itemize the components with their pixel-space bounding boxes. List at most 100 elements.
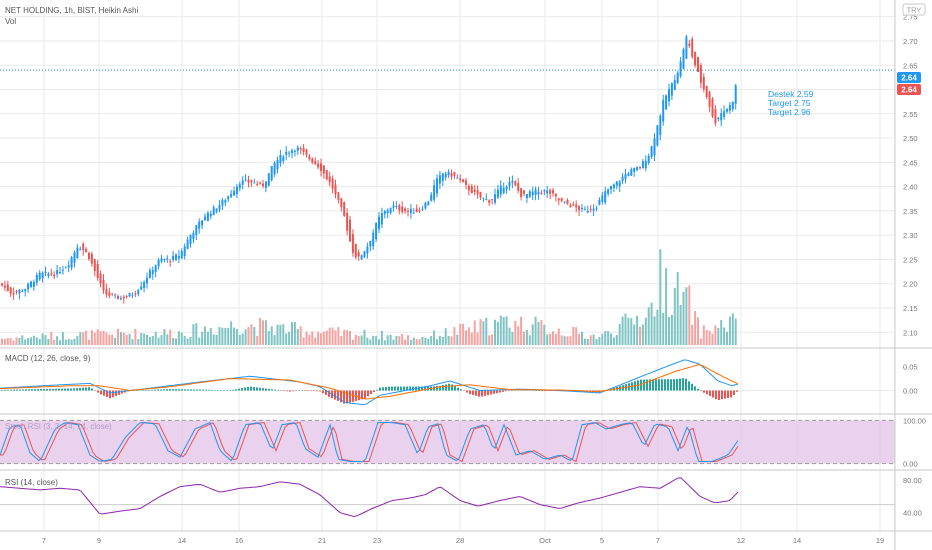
macd-histogram-bar	[313, 390, 315, 392]
macd-histogram-bar	[46, 388, 48, 391]
candle-body	[314, 161, 317, 165]
candle-body	[444, 173, 447, 178]
macd-histogram-bar	[694, 386, 696, 391]
volume-bar	[441, 336, 444, 345]
candle-body	[183, 246, 186, 257]
macd-histogram-bar	[163, 389, 165, 391]
volume-bar	[595, 339, 598, 345]
candle-body	[633, 167, 636, 172]
volume-bar	[499, 315, 502, 345]
macd-histogram-bar	[343, 390, 345, 404]
candle-body	[554, 193, 557, 197]
volume-legend[interactable]: Vol	[5, 17, 17, 26]
volume-bar	[520, 316, 523, 345]
macd-title: MACD (12, 26, close, 9)	[5, 354, 91, 363]
candle-body	[64, 267, 67, 269]
volume-bar	[293, 321, 296, 345]
candle-body	[88, 252, 90, 260]
candle-body	[415, 208, 418, 212]
candle-body	[262, 183, 264, 187]
candle-body	[285, 151, 288, 156]
volume-bar	[317, 331, 320, 345]
macd-histogram-bar	[661, 379, 663, 391]
volume-bar	[720, 319, 723, 345]
volume-bar	[589, 335, 592, 345]
macd-histogram-bar	[301, 390, 303, 391]
candle-body	[93, 259, 96, 271]
macd-histogram-bar	[718, 390, 720, 400]
time-tick-label: Oct	[539, 536, 552, 545]
candle-body	[586, 210, 589, 213]
volume-bar	[491, 334, 494, 345]
candle-body	[218, 205, 221, 210]
candle-body	[76, 247, 79, 259]
volume-bar	[233, 327, 235, 345]
macd-histogram-bar	[532, 390, 534, 391]
candle-body	[6, 284, 9, 292]
currency-badge[interactable]: TRY	[902, 3, 926, 16]
volume-bar	[137, 339, 140, 345]
volume-bar	[517, 326, 520, 345]
macd-histogram-bar	[220, 390, 222, 391]
volume-bar	[247, 327, 250, 345]
macd-histogram-bar	[190, 389, 192, 391]
candle-body	[177, 255, 180, 259]
macd-histogram-bar	[691, 383, 693, 391]
macd-histogram-bar	[358, 390, 360, 401]
volume-bar	[212, 334, 215, 345]
macd-histogram-bar	[445, 384, 447, 391]
candle-body	[656, 125, 659, 146]
candle-body	[224, 200, 227, 203]
candle-body	[636, 167, 639, 170]
candle-body	[90, 253, 93, 264]
volume-bar	[415, 338, 418, 345]
volume-bars	[1, 249, 737, 345]
volume-bar	[320, 333, 322, 345]
price-candles[interactable]	[1, 34, 737, 304]
candle-body	[230, 193, 233, 197]
symbol-legend[interactable]: NET HOLDING, 1h, BIST, Heikin Ashi	[5, 6, 139, 15]
volume-bar	[227, 327, 230, 345]
candle-body	[412, 212, 415, 214]
volume-bar	[273, 335, 276, 345]
candle-body	[673, 80, 676, 91]
candle-body	[575, 204, 578, 208]
volume-bar	[726, 331, 728, 345]
candle-body	[598, 200, 601, 205]
candle-body	[195, 225, 198, 236]
macd-histogram-bar	[394, 386, 396, 391]
candle-body	[618, 181, 621, 187]
candle-body	[610, 186, 612, 190]
macd-histogram-bar	[511, 390, 513, 391]
candle-body	[421, 208, 424, 210]
candle-body	[70, 257, 73, 268]
volume-bar	[653, 316, 656, 345]
candle-body	[270, 166, 273, 181]
volume-bar	[467, 327, 470, 345]
volume-bar	[311, 331, 314, 345]
candle-body	[30, 281, 32, 287]
candle-body	[496, 189, 499, 198]
candle-body	[328, 176, 331, 183]
candle-body	[349, 219, 351, 242]
candle-body	[128, 293, 131, 297]
macd-histogram-bar	[673, 379, 675, 391]
volume-bar	[508, 327, 511, 345]
macd-histogram-bar	[82, 387, 84, 391]
macd-histogram-bar	[376, 389, 378, 391]
macd-histogram-bar	[388, 386, 390, 391]
macd-histogram-bar	[550, 390, 552, 392]
candle-body	[354, 244, 357, 258]
macd-histogram-bar	[274, 389, 276, 391]
volume-bar	[734, 318, 737, 345]
candle-body	[563, 201, 566, 203]
candle-body	[24, 289, 27, 292]
macd-pane	[0, 359, 895, 406]
time-axis[interactable]: 7 9 14 16 21 23 28 Oct 5 7 12 14 19	[42, 536, 884, 545]
candle-body	[662, 100, 665, 122]
volume-bar	[392, 339, 395, 345]
volume-bar	[9, 338, 12, 345]
volume-bar	[563, 336, 566, 345]
volume-bar	[418, 339, 421, 345]
volume-bar	[552, 331, 554, 345]
